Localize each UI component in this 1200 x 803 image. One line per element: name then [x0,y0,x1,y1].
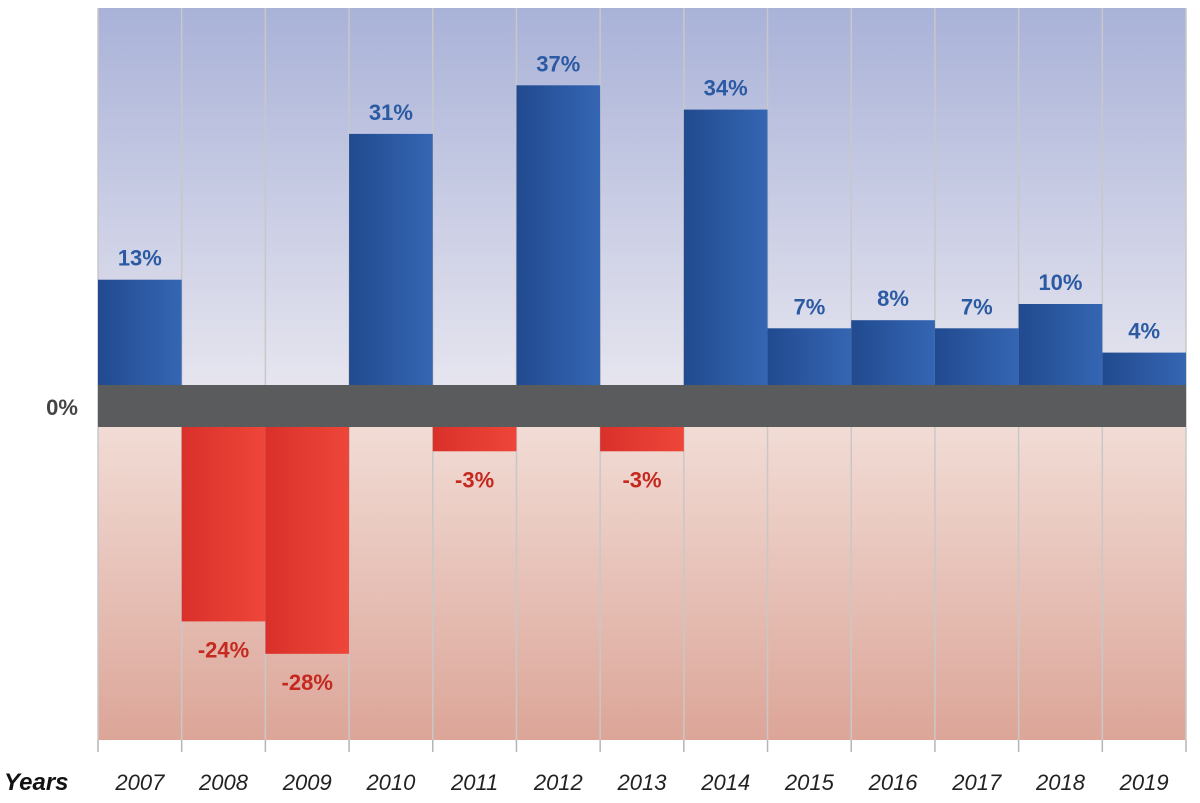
bar-2007 [98,279,182,385]
bars-group [98,85,1186,654]
positive-region-background [98,8,1186,385]
zero-axis-label: 0% [46,395,78,420]
bar-2018 [1018,304,1103,385]
value-label-2008: -24% [198,637,249,662]
year-label-2010: 2010 [365,770,416,795]
bar-2009 [265,427,350,654]
year-label-2011: 2011 [450,770,498,795]
value-label-2016: 8% [877,286,909,311]
value-label-2014: 34% [704,76,748,101]
year-label-2013: 2013 [617,770,668,795]
year-label-2015: 2015 [784,770,835,795]
year-label-2007: 2007 [114,770,165,795]
year-label-2008: 2008 [198,770,249,795]
year-label-2012: 2012 [533,770,583,795]
value-label-2010: 31% [369,100,413,125]
bar-2019 [1102,352,1186,385]
zero-line-band [98,385,1186,427]
value-label-2018: 10% [1038,270,1082,295]
bar-2013 [600,427,684,452]
bar-2008 [181,427,266,622]
bar-2011 [432,427,517,452]
value-labels-group: 13% -24% -28% 31% -3% 37% -3% 34% 7% 8% 7% 10% 4% [118,51,1160,695]
value-label-2007: 13% [118,246,162,271]
x-axis-tick-labels: 2007 2008 2009 2010 2011 2012 2013 2014 2015 2016… [114,770,1168,795]
x-axis-title: Years [4,769,69,796]
bar-2010 [349,133,433,385]
year-label-2014: 2014 [700,770,750,795]
year-label-2009: 2009 [282,770,332,795]
bar-2014 [683,109,768,385]
year-label-2017: 2017 [951,770,1002,795]
value-label-2017: 7% [961,294,993,319]
year-label-2016: 2016 [868,770,919,795]
bar-2015 [767,328,852,385]
value-label-2011: -3% [455,467,494,492]
bar-2016 [851,320,935,385]
value-label-2012: 37% [536,51,580,76]
value-label-2015: 7% [793,294,825,319]
x-axis-ticks [97,740,1187,752]
bar-2012 [516,85,601,386]
value-label-2013: -3% [622,467,661,492]
year-label-2018: 2018 [1035,770,1086,795]
year-label-2019: 2019 [1119,770,1169,795]
value-label-2009: -28% [282,670,333,695]
value-label-2019: 4% [1128,319,1160,344]
bar-2017 [934,328,1019,385]
